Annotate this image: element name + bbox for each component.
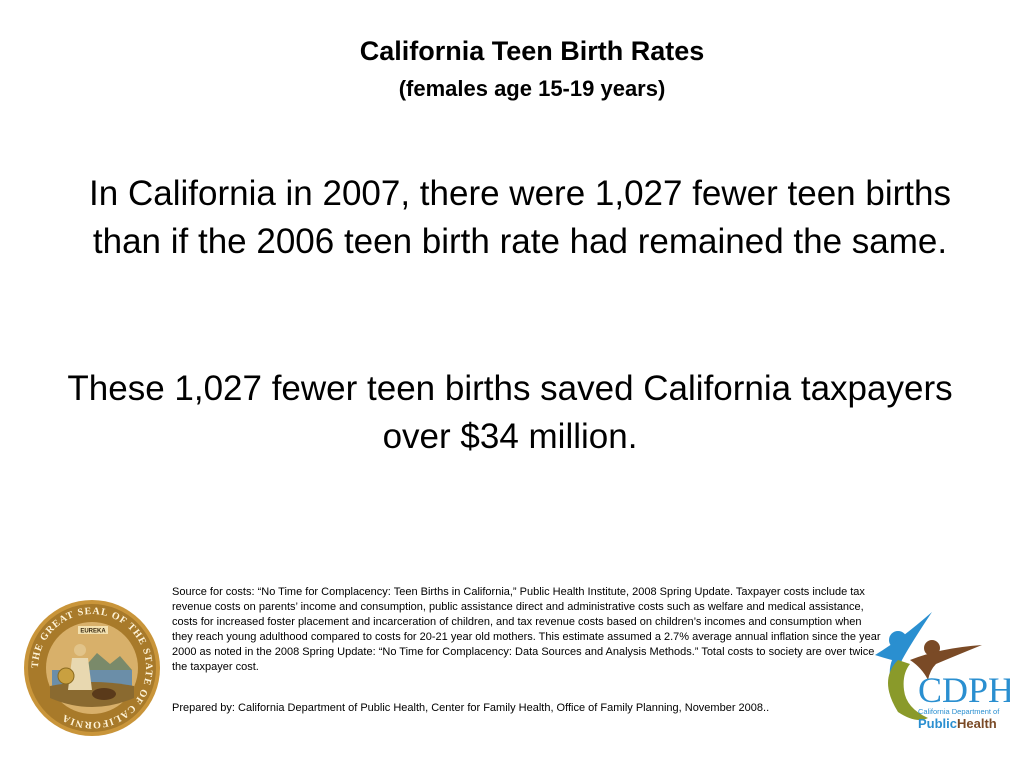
fewer-births-statement: In California in 2007, there were 1,027 … (89, 174, 951, 261)
svg-text:CDPH: CDPH (918, 670, 1010, 710)
prepared-by-note: Prepared by: California Department of Pu… (172, 702, 770, 714)
cdph-logo-icon: CDPH California Department of PublicHeal… (870, 600, 1014, 735)
slide-title: California Teen Birth Rates (359, 36, 705, 66)
source-note: Source for costs: “No Time for Complacen… (172, 586, 881, 673)
taxpayer-savings-statement: These 1,027 fewer teen births saved Cali… (67, 369, 953, 456)
svg-text:California Department of: California Department of (918, 707, 1000, 716)
slide-subtitle: (females age 15-19 years) (398, 76, 666, 101)
svg-text:EUREKA: EUREKA (80, 629, 106, 635)
california-seal-icon: EUREKA THE GREAT SEAL OF THE STATE OF CA… (22, 598, 162, 738)
svg-text:PublicHealth: PublicHealth (918, 716, 997, 731)
